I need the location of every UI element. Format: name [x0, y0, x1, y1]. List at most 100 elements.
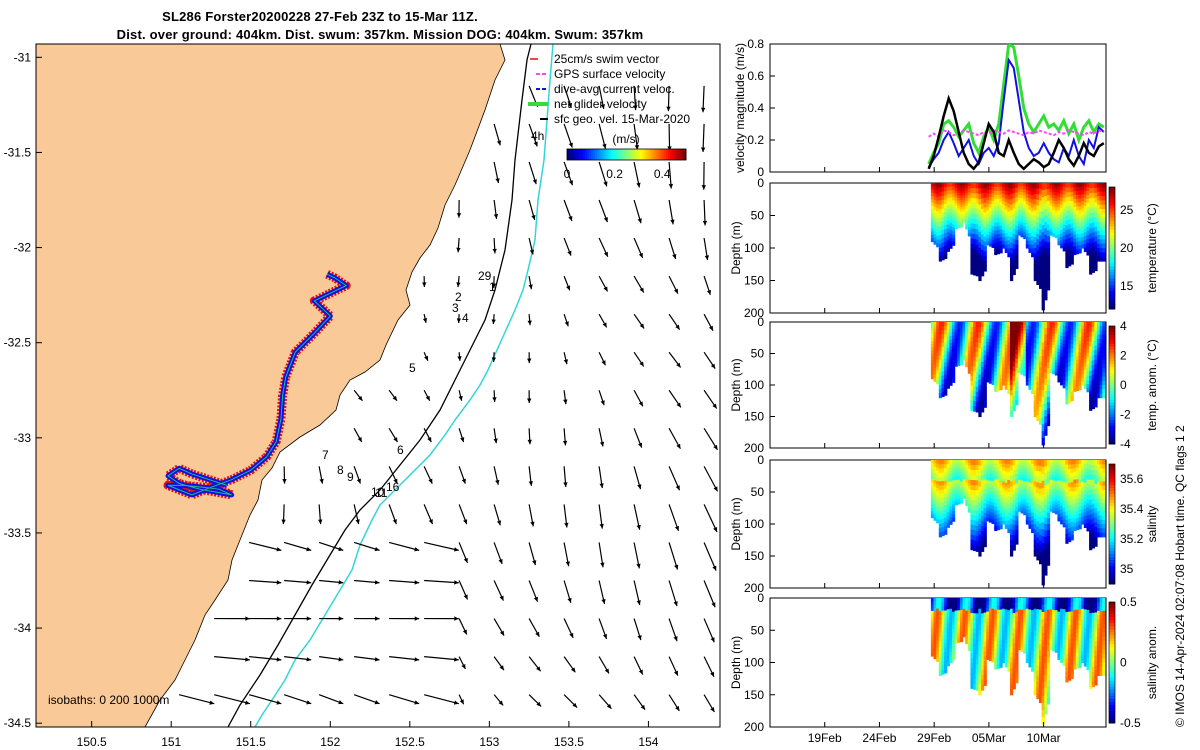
section-cell	[1004, 636, 1008, 641]
section-cell	[1031, 500, 1035, 505]
isobath-200m	[227, 44, 532, 727]
section-cell	[1102, 209, 1106, 214]
section-cell	[983, 402, 987, 408]
section-cell	[999, 355, 1003, 361]
section-cell	[944, 250, 948, 255]
colorbar-cell	[654, 149, 657, 160]
section-cell	[1081, 339, 1085, 344]
section-cell	[1081, 488, 1085, 493]
section-cell	[988, 636, 993, 641]
section-colorbar-cell	[1109, 575, 1115, 579]
section-cell	[1067, 238, 1072, 244]
section-cell	[1052, 506, 1056, 511]
section-cell	[1062, 239, 1066, 244]
section-cell	[954, 326, 958, 330]
section-cell	[1036, 332, 1040, 339]
section-cell	[1020, 209, 1024, 214]
section-cell	[1009, 348, 1014, 355]
section-cell	[1099, 494, 1103, 499]
section-cell	[986, 322, 990, 326]
section-cell	[946, 344, 950, 349]
section-cell	[991, 495, 995, 500]
section-cell	[1015, 381, 1019, 387]
section-cell	[1091, 508, 1095, 515]
section-cell	[975, 500, 979, 507]
section-cell	[980, 628, 985, 635]
section-cell	[1065, 372, 1069, 378]
section-cell	[1052, 203, 1056, 208]
section-cell	[1025, 626, 1030, 631]
section-cell	[1017, 324, 1022, 329]
section-cell	[946, 355, 950, 360]
section-cell	[933, 361, 937, 366]
section-cell	[1031, 488, 1035, 493]
section-cell	[978, 608, 982, 615]
section-cell	[978, 275, 982, 282]
section-cell	[1070, 201, 1074, 207]
section-cell	[973, 234, 977, 240]
section-cell	[962, 351, 966, 355]
colorbar-cell	[674, 149, 677, 160]
section-cell	[983, 397, 987, 404]
section-cell	[1036, 398, 1040, 405]
section-cell	[1002, 608, 1006, 613]
section-cell	[967, 506, 972, 510]
section-cell	[1028, 336, 1032, 342]
section-cell	[1065, 510, 1069, 517]
section-cell	[1081, 329, 1085, 334]
section-cell	[951, 362, 956, 367]
section-cell	[1041, 322, 1045, 330]
section-cell	[1041, 536, 1045, 544]
section-cell	[1002, 637, 1006, 642]
section-cell	[1046, 530, 1051, 537]
section-cell	[1015, 326, 1019, 332]
section-cell	[954, 462, 958, 466]
section-cell	[1070, 192, 1074, 198]
section-cell	[1002, 605, 1006, 610]
section-cell	[988, 342, 993, 347]
section-cell	[1067, 215, 1072, 221]
section-cell	[930, 353, 935, 358]
section-cell	[986, 335, 990, 340]
section-colorbar-tick: 20	[1120, 241, 1134, 255]
section-cell	[1060, 328, 1064, 334]
legend-entry: dive-avg current veloc.	[554, 82, 675, 96]
section-cell	[1049, 344, 1053, 348]
section-cell	[1017, 629, 1022, 633]
section-cell	[973, 391, 977, 397]
section-cell	[1094, 469, 1098, 475]
section-cell	[1057, 210, 1061, 215]
section-cell	[991, 380, 995, 385]
section-cell	[933, 368, 937, 372]
section-cell	[1012, 238, 1016, 245]
section-cell	[1081, 226, 1085, 231]
section-colorbar-cell	[1109, 485, 1115, 489]
section-cell	[941, 355, 945, 360]
section-cell	[986, 621, 990, 626]
section-cell	[1052, 183, 1056, 187]
legend-swatch-dot	[536, 58, 538, 60]
section-colorbar-cell	[1109, 340, 1115, 345]
section-cell	[936, 363, 940, 368]
section-cell	[1025, 477, 1030, 482]
section-cell	[1009, 678, 1014, 685]
section-cell	[975, 198, 979, 205]
section-cell	[1094, 221, 1098, 228]
section-cell	[996, 652, 1001, 658]
legend-swatch-dot	[532, 58, 534, 60]
section-cell	[1099, 243, 1103, 249]
section-cell	[978, 406, 982, 412]
section-cell	[1017, 361, 1022, 365]
section-cell	[1004, 513, 1008, 518]
section-cell	[933, 655, 937, 660]
section-cell	[1052, 322, 1056, 326]
section-cell	[970, 524, 974, 531]
section-cell	[1007, 211, 1011, 217]
section-cell	[1070, 473, 1074, 479]
section-cell	[1025, 492, 1030, 497]
section-cell	[988, 611, 993, 616]
section-cell	[1044, 384, 1048, 392]
colorbar-tick-label: 0.2	[606, 167, 623, 181]
section-colorbar-cell	[1109, 500, 1115, 504]
section-cell	[1012, 400, 1016, 407]
